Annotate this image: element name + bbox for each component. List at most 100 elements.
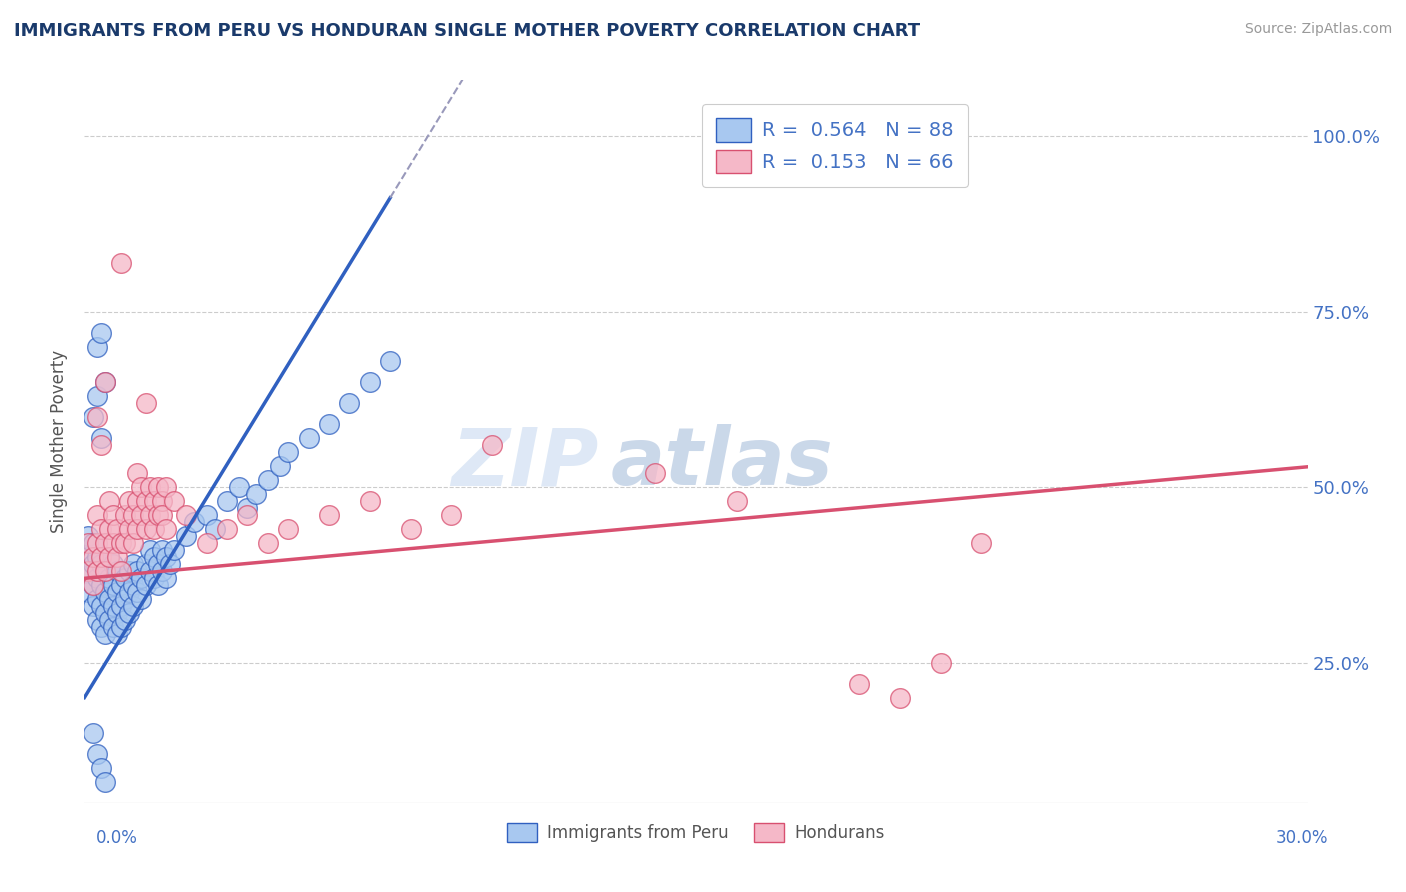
Point: [163, 543, 186, 558]
Point: [848, 676, 870, 690]
Point: [127, 585, 149, 599]
Point: [97, 592, 120, 607]
Point: [122, 536, 145, 550]
Point: [105, 564, 128, 578]
Point: [122, 578, 145, 592]
Point: [93, 564, 115, 578]
Point: [90, 761, 112, 775]
Point: [150, 494, 173, 508]
Point: [183, 515, 205, 529]
Point: [118, 564, 141, 578]
Point: [105, 585, 128, 599]
Point: [122, 558, 145, 572]
Point: [77, 585, 100, 599]
Point: [146, 558, 169, 572]
Text: 30.0%: 30.0%: [1277, 829, 1329, 847]
Point: [97, 522, 120, 536]
Point: [101, 558, 124, 572]
Point: [269, 459, 291, 474]
Point: [138, 564, 160, 578]
Text: ZIP: ZIP: [451, 425, 598, 502]
Point: [105, 522, 128, 536]
Point: [725, 494, 748, 508]
Point: [86, 536, 108, 550]
Point: [114, 614, 136, 628]
Point: [150, 508, 173, 523]
Point: [93, 375, 115, 389]
Point: [138, 543, 160, 558]
Point: [195, 536, 218, 550]
Point: [82, 578, 104, 592]
Point: [97, 550, 120, 565]
Point: [110, 599, 132, 614]
Point: [359, 494, 381, 508]
Point: [142, 571, 165, 585]
Point: [110, 578, 132, 592]
Point: [399, 522, 422, 536]
Point: [131, 480, 153, 494]
Point: [277, 522, 299, 536]
Text: atlas: atlas: [610, 425, 834, 502]
Point: [146, 480, 169, 494]
Point: [142, 522, 165, 536]
Y-axis label: Single Mother Poverty: Single Mother Poverty: [51, 350, 69, 533]
Point: [77, 550, 100, 565]
Point: [90, 431, 112, 445]
Point: [114, 592, 136, 607]
Point: [101, 599, 124, 614]
Point: [159, 558, 181, 572]
Point: [90, 326, 112, 340]
Point: [380, 354, 402, 368]
Point: [90, 578, 112, 592]
Point: [90, 550, 112, 565]
Point: [155, 571, 177, 585]
Legend: Immigrants from Peru, Hondurans: Immigrants from Peru, Hondurans: [501, 816, 891, 848]
Point: [110, 620, 132, 634]
Point: [127, 466, 149, 480]
Point: [889, 690, 911, 705]
Point: [93, 564, 115, 578]
Point: [135, 494, 157, 508]
Point: [131, 508, 153, 523]
Point: [86, 564, 108, 578]
Text: IMMIGRANTS FROM PERU VS HONDURAN SINGLE MOTHER POVERTY CORRELATION CHART: IMMIGRANTS FROM PERU VS HONDURAN SINGLE …: [14, 22, 920, 40]
Point: [644, 466, 666, 480]
Point: [90, 620, 112, 634]
Point: [127, 564, 149, 578]
Point: [86, 571, 108, 585]
Point: [90, 558, 112, 572]
Point: [101, 578, 124, 592]
Point: [93, 375, 115, 389]
Point: [127, 522, 149, 536]
Point: [163, 494, 186, 508]
Point: [114, 536, 136, 550]
Point: [77, 564, 100, 578]
Point: [204, 522, 226, 536]
Point: [228, 480, 250, 494]
Text: Source: ZipAtlas.com: Source: ZipAtlas.com: [1244, 22, 1392, 37]
Point: [481, 438, 503, 452]
Point: [105, 627, 128, 641]
Point: [118, 522, 141, 536]
Point: [155, 550, 177, 565]
Point: [174, 529, 197, 543]
Point: [339, 396, 361, 410]
Point: [86, 508, 108, 523]
Point: [146, 578, 169, 592]
Point: [110, 255, 132, 269]
Point: [318, 508, 340, 523]
Point: [77, 536, 100, 550]
Point: [82, 725, 104, 739]
Point: [150, 543, 173, 558]
Point: [114, 508, 136, 523]
Point: [195, 508, 218, 523]
Point: [245, 487, 267, 501]
Point: [142, 494, 165, 508]
Point: [118, 494, 141, 508]
Point: [146, 508, 169, 523]
Point: [359, 375, 381, 389]
Point: [105, 550, 128, 565]
Point: [138, 508, 160, 523]
Point: [86, 389, 108, 403]
Point: [77, 529, 100, 543]
